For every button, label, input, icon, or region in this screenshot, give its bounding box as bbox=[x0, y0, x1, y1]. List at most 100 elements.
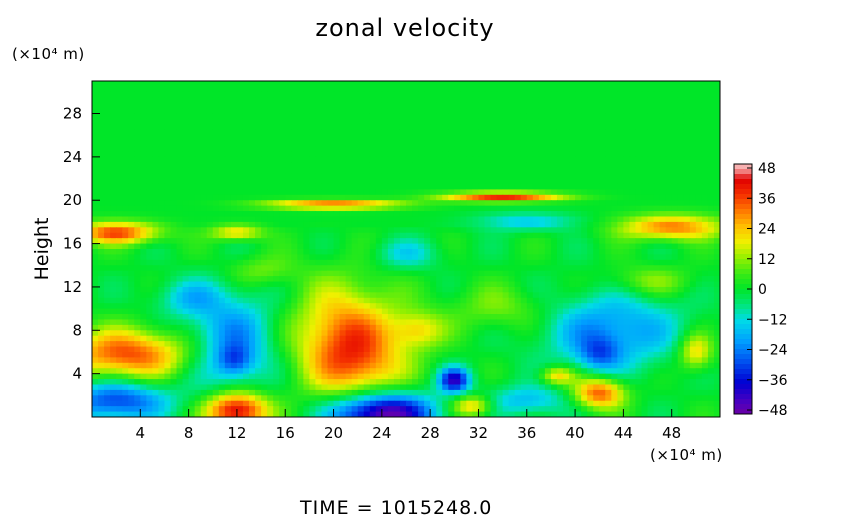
heatmap-cell bbox=[134, 308, 141, 315]
heatmap-cell bbox=[140, 91, 147, 98]
heatmap-cell bbox=[647, 91, 655, 98]
heatmap-cell bbox=[363, 259, 371, 266]
heatmap-cell bbox=[249, 86, 256, 93]
heatmap-cell bbox=[593, 281, 600, 288]
heatmap-cell bbox=[291, 97, 298, 104]
heatmap-cell bbox=[647, 308, 655, 315]
heatmap-cell bbox=[339, 194, 347, 201]
heatmap-cell bbox=[230, 281, 238, 288]
heatmap-cell bbox=[484, 238, 492, 245]
heatmap-cell bbox=[641, 140, 649, 147]
heatmap-cell bbox=[182, 265, 190, 272]
heatmap-cell bbox=[544, 227, 552, 234]
heatmap-cell bbox=[538, 91, 546, 98]
heatmap-cell bbox=[629, 135, 637, 142]
heatmap-cell bbox=[484, 211, 492, 218]
heatmap-cell bbox=[587, 286, 594, 293]
heatmap-cell bbox=[230, 330, 238, 337]
heatmap-cell bbox=[418, 211, 425, 218]
heatmap-cell bbox=[587, 205, 594, 212]
heatmap-cell bbox=[128, 151, 135, 158]
heatmap-cell bbox=[599, 129, 606, 136]
heatmap-cell bbox=[188, 314, 196, 321]
heatmap-cell bbox=[327, 232, 335, 239]
heatmap-cell bbox=[279, 129, 286, 136]
heatmap-cell bbox=[267, 232, 274, 239]
heatmap-cell bbox=[242, 297, 250, 304]
heatmap-cell bbox=[484, 286, 492, 293]
heatmap-cell bbox=[502, 108, 510, 115]
heatmap-cell bbox=[641, 183, 649, 190]
heatmap-cell bbox=[508, 151, 516, 158]
heatmap-cell bbox=[200, 308, 208, 315]
heatmap-cell bbox=[399, 254, 407, 261]
heatmap-cell bbox=[490, 189, 498, 196]
heatmap-cell bbox=[242, 194, 250, 201]
heatmap-cell bbox=[122, 146, 129, 153]
heatmap-cell bbox=[665, 238, 673, 245]
heatmap-cell bbox=[617, 102, 624, 109]
heatmap-cell bbox=[677, 91, 685, 98]
heatmap-cell bbox=[701, 265, 709, 272]
heatmap-cell bbox=[556, 319, 564, 326]
heatmap-cell bbox=[98, 335, 105, 342]
heatmap-cell bbox=[104, 167, 111, 174]
heatmap-cell bbox=[369, 118, 377, 125]
heatmap-cell bbox=[490, 335, 498, 342]
heatmap-cell bbox=[430, 189, 437, 196]
heatmap-cell bbox=[110, 238, 117, 245]
heatmap-cell bbox=[236, 118, 244, 125]
heatmap-cell bbox=[164, 324, 172, 331]
heatmap-cell bbox=[236, 135, 244, 142]
heatmap-cell bbox=[563, 238, 570, 245]
heatmap-cell bbox=[418, 162, 425, 169]
heatmap-cell bbox=[158, 97, 166, 104]
heatmap-cell bbox=[176, 265, 184, 272]
heatmap-cell bbox=[291, 178, 298, 185]
heatmap-cell bbox=[140, 162, 147, 169]
heatmap-cell bbox=[665, 232, 673, 239]
heatmap-cell bbox=[490, 129, 498, 136]
heatmap-cell bbox=[454, 140, 461, 147]
heatmap-cell bbox=[695, 221, 703, 228]
heatmap-cell bbox=[315, 102, 323, 109]
heatmap-cell bbox=[206, 124, 214, 131]
heatmap-cell bbox=[599, 146, 606, 153]
heatmap-cell bbox=[146, 91, 153, 98]
heatmap-cell bbox=[333, 249, 341, 256]
heatmap-cell bbox=[164, 162, 172, 169]
heatmap-cell bbox=[339, 254, 347, 261]
heatmap-cell bbox=[291, 335, 298, 342]
heatmap-cell bbox=[140, 227, 147, 234]
heatmap-cell bbox=[671, 156, 679, 163]
heatmap-cell bbox=[605, 102, 612, 109]
heatmap-cell bbox=[436, 173, 443, 180]
heatmap-cell bbox=[454, 254, 461, 261]
heatmap-cell bbox=[641, 194, 649, 201]
heatmap-cell bbox=[170, 232, 178, 239]
heatmap-cell bbox=[110, 113, 117, 120]
heatmap-cell bbox=[707, 162, 715, 169]
heatmap-cell bbox=[442, 216, 449, 223]
heatmap-cell bbox=[713, 183, 720, 190]
heatmap-cell bbox=[236, 211, 244, 218]
heatmap-cell bbox=[647, 81, 655, 88]
heatmap-cell bbox=[279, 243, 286, 250]
heatmap-cell bbox=[164, 232, 172, 239]
heatmap-cell bbox=[273, 265, 280, 272]
heatmap-cell bbox=[170, 330, 178, 337]
heatmap-cell bbox=[309, 319, 317, 326]
heatmap-cell bbox=[134, 167, 141, 174]
heatmap-cell bbox=[152, 303, 160, 310]
heatmap-cell bbox=[581, 254, 588, 261]
heatmap-cell bbox=[128, 303, 135, 310]
heatmap-cell bbox=[599, 276, 606, 283]
heatmap-cell bbox=[339, 81, 347, 88]
heatmap-cell bbox=[375, 124, 383, 131]
heatmap-cell bbox=[242, 91, 250, 98]
heatmap-cell bbox=[224, 335, 232, 342]
heatmap-cell bbox=[713, 243, 720, 250]
heatmap-cell bbox=[291, 140, 298, 147]
heatmap-cell bbox=[345, 189, 353, 196]
heatmap-cell bbox=[194, 330, 202, 337]
